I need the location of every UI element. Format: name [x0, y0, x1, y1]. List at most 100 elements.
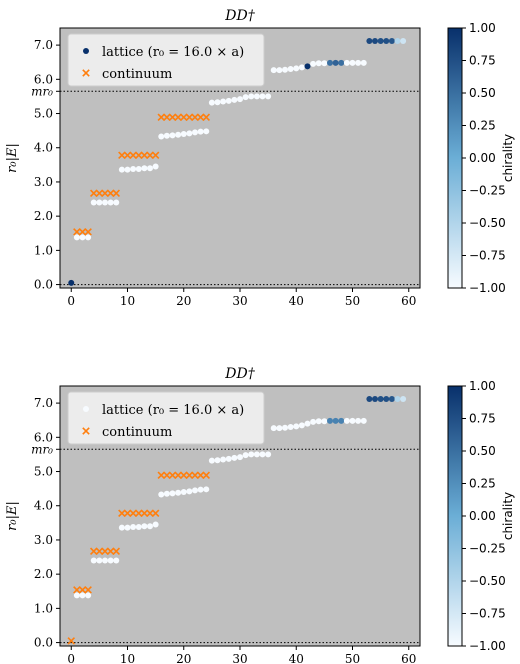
continuum-point	[196, 471, 205, 480]
continuum-point	[101, 189, 109, 198]
lattice-point	[349, 417, 356, 424]
lattice-point	[73, 234, 80, 241]
lattice-point	[68, 279, 75, 286]
continuum-point	[89, 189, 98, 198]
colorbar-tick-label: 0.00	[469, 151, 496, 165]
y-tick-label: 2.0	[34, 209, 53, 223]
continuum-point	[106, 547, 115, 556]
continuum-point	[112, 189, 121, 198]
lattice-point	[270, 425, 277, 432]
y-tick-label: 1.0	[34, 243, 53, 257]
lattice-point	[248, 451, 255, 458]
lattice-point	[107, 199, 114, 206]
lattice-point	[169, 490, 176, 497]
lattice-point	[225, 455, 232, 462]
lattice-point	[343, 59, 350, 66]
x-tick-label: 0	[67, 294, 75, 308]
y-tick-label: 6.0	[34, 72, 53, 86]
lattice-point	[321, 418, 328, 425]
colorbar-tick-label: −0.25	[469, 542, 506, 556]
lattice-point	[327, 417, 333, 424]
lattice-point	[270, 67, 277, 74]
x-tick-label: 40	[289, 652, 304, 664]
continuum-point	[134, 151, 143, 160]
lattice-point	[197, 486, 204, 493]
continuum-point	[84, 586, 92, 594]
lattice-point	[377, 38, 384, 44]
lattice-point	[73, 592, 80, 599]
continuum-point	[185, 471, 194, 480]
lattice-point	[231, 96, 238, 103]
lattice-point	[259, 451, 266, 458]
legend-continuum-label: continuum	[102, 67, 172, 82]
continuum-point	[123, 509, 132, 518]
lattice-point	[253, 451, 260, 458]
x-tick-label: 0	[67, 652, 75, 664]
lattice-point	[377, 396, 384, 402]
lattice-point	[293, 423, 300, 430]
x-tick-label: 30	[232, 652, 247, 664]
continuum-point	[174, 471, 182, 480]
lattice-point	[175, 131, 182, 138]
lattice-point	[400, 38, 407, 44]
y-tick-label: 3.0	[34, 175, 53, 189]
lattice-point	[366, 396, 373, 402]
continuum-point	[151, 509, 160, 518]
lattice-point	[124, 524, 131, 531]
y-tick-label: 4.0	[34, 499, 53, 513]
x-tick-label: 60	[401, 652, 416, 664]
legend: lattice (r₀ = 16.0 × a) continuum	[67, 391, 265, 445]
x-tick-label: 50	[345, 652, 360, 664]
lattice-point	[158, 133, 165, 140]
lattice-point	[220, 98, 227, 105]
continuum-point	[73, 586, 81, 594]
lattice-point	[394, 396, 401, 402]
colorbar-tick-label: −0.50	[469, 574, 506, 588]
lattice-point	[265, 451, 272, 458]
legend: lattice (r₀ = 16.0 × a) continuum	[67, 33, 265, 87]
lattice-point	[163, 132, 170, 139]
lattice-point	[135, 523, 142, 530]
y-tick-label: 2.0	[34, 567, 53, 581]
continuum-point	[151, 151, 160, 160]
continuum-point	[140, 509, 149, 518]
y-tick-label: 1.0	[34, 601, 53, 615]
y-axis-label: r₀|E|	[5, 501, 20, 531]
lattice-point	[147, 165, 153, 172]
colorbar-tick-label: 0.25	[469, 477, 496, 491]
colorbar: 1.00 0.75 0.50 0.25 0.00 −0.25 −0.50 −0.75 −1.00…	[447, 21, 515, 295]
lattice-point	[287, 424, 294, 431]
lattice-point	[282, 66, 288, 73]
lattice-point	[332, 59, 339, 66]
lattice-point	[90, 199, 97, 206]
colorbar-tick-label: 0.25	[469, 119, 496, 133]
colorbar-label: chirality	[501, 492, 515, 540]
continuum-point	[202, 113, 211, 122]
colorbar-tick-label: −0.25	[469, 184, 506, 198]
continuum-point	[185, 113, 194, 122]
lattice-point	[124, 166, 131, 173]
continuum-point	[168, 113, 177, 122]
lattice-point	[113, 199, 120, 206]
y-axis-label: r₀|E|	[5, 143, 20, 173]
x-tick-label: 10	[120, 652, 135, 664]
y-tick-label: 6.0	[34, 430, 53, 444]
continuum-point	[95, 189, 104, 198]
colorbar-tick-label: 0.75	[469, 412, 496, 426]
lattice-point	[276, 67, 283, 74]
lattice-point	[315, 60, 322, 67]
lattice-point	[343, 417, 350, 424]
lattice-point	[85, 592, 92, 599]
lattice-point	[147, 523, 153, 530]
y-tick-label: 4.0	[34, 141, 53, 155]
lattice-point	[85, 234, 92, 241]
colorbar-gradient	[447, 27, 463, 289]
lattice-point	[338, 417, 345, 424]
legend-box	[67, 391, 265, 445]
continuum-point	[157, 113, 166, 122]
lattice-point	[113, 557, 120, 564]
legend-lattice-marker	[83, 48, 89, 54]
lattice-point	[96, 557, 103, 564]
lattice-point	[366, 38, 373, 44]
